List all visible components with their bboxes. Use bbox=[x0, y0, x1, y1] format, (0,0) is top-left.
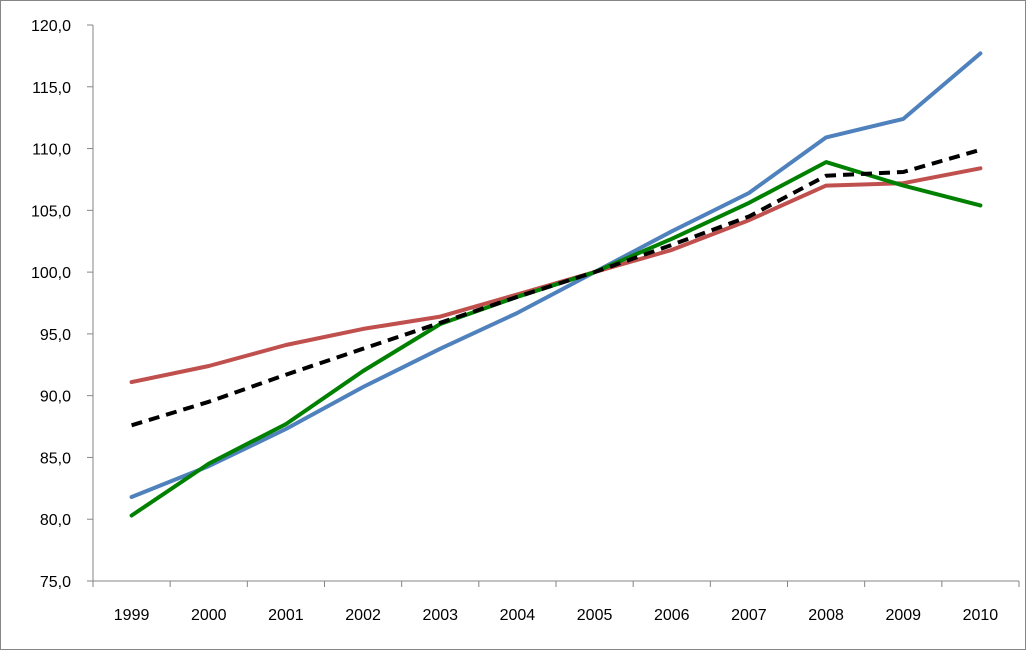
series-line-2 bbox=[129, 166, 983, 385]
series-line-4 bbox=[131, 147, 981, 428]
x-tick-label: 2002 bbox=[345, 607, 381, 624]
y-tick-label: 110,0 bbox=[32, 142, 71, 159]
series-line-3 bbox=[129, 160, 983, 518]
x-tick-label: 1999 bbox=[114, 607, 150, 624]
x-tick-label: 2003 bbox=[422, 607, 458, 624]
series-line-1 bbox=[129, 51, 983, 499]
tick-labels: 75,0 80,0 85,0 90,0 95,0 100,0 105,0 110,0 115,0… bbox=[31, 18, 998, 624]
axes bbox=[87, 24, 1020, 587]
y-tick-label: 90,0 bbox=[40, 389, 71, 406]
x-tick-label: 2010 bbox=[963, 607, 999, 624]
y-tick-label: 95,0 bbox=[40, 327, 71, 344]
y-tick-label: 105,0 bbox=[31, 203, 71, 220]
x-tick-label: 2000 bbox=[191, 607, 227, 624]
x-tick-label: 2009 bbox=[885, 607, 921, 624]
y-tick-label: 85,0 bbox=[40, 450, 71, 467]
x-tick-label: 2001 bbox=[268, 607, 304, 624]
y-tick-label: 120,0 bbox=[31, 18, 71, 35]
y-tick-label: 100,0 bbox=[31, 265, 71, 282]
x-tick-label: 2004 bbox=[500, 607, 536, 624]
y-tick-label: 115,0 bbox=[32, 80, 71, 97]
x-tick-label: 2007 bbox=[731, 607, 767, 624]
y-tick-label: 75,0 bbox=[40, 574, 71, 591]
x-tick-label: 2008 bbox=[808, 607, 844, 624]
series-lines bbox=[129, 51, 983, 518]
x-tick-label: 2006 bbox=[654, 607, 690, 624]
x-tick-label: 2005 bbox=[577, 607, 613, 624]
y-tick-label: 80,0 bbox=[40, 512, 71, 529]
